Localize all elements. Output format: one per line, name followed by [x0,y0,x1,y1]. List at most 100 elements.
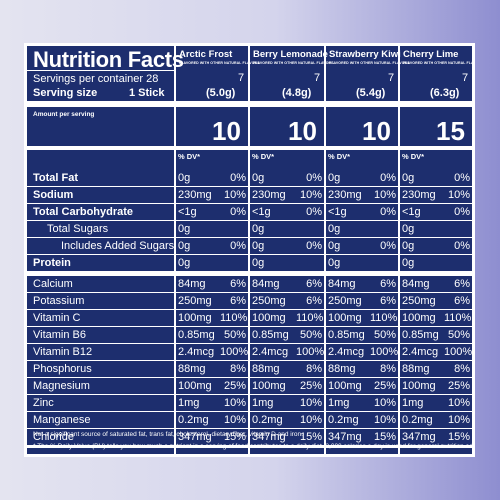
dv-value: 0% [230,240,246,252]
amount-value: 100mg [402,380,436,392]
flavor-name: Arctic Frost [179,49,233,60]
servings-per-container: Servings per container 28 [33,73,159,85]
dv-value: 8% [230,363,246,375]
amount-value: 347mg [178,431,212,443]
dv-value: 110% [444,312,472,324]
dv-header: % DV* [178,152,201,161]
flavor-name: Strawberry Kiwi [329,49,401,60]
title: Nutrition Facts [33,47,184,72]
row-divider [27,237,472,238]
nutrient-label: Protein [33,257,71,269]
amount-value: 0.2mg [328,414,359,426]
dv-header: % DV* [252,152,275,161]
amount-value: 1mg [178,397,200,409]
servings-count: 7 [462,72,469,84]
servings-count: 7 [314,72,321,84]
amount-value: 347mg [402,431,436,443]
amount-value: 0g [328,172,341,184]
amount-value: 0g [252,223,265,235]
nutrient-label: Chloride [33,431,74,443]
dv-value: 0% [454,206,470,218]
amount-value: 0.85mg [252,329,289,341]
serving-size-value: (6.3g) [430,87,460,99]
amount-value: 0.2mg [402,414,433,426]
dv-value: 100% [296,346,325,358]
flavor-name: Berry Lemonade [253,49,328,60]
dv-value: 8% [306,363,322,375]
amount-value: 0g [328,223,341,235]
dv-value: 10% [223,414,246,426]
column-divider [398,46,400,454]
amount-value: 347mg [252,431,286,443]
amount-value: 0g [402,257,415,269]
dv-value: 15% [223,431,246,443]
amount-value: 0g [178,172,191,184]
column-divider [174,46,176,454]
amount-value: 100mg [252,380,286,392]
flavor-subtitle: FLAVORED WITH OTHER NATURAL FLAVORS [253,61,334,65]
dv-value: 8% [454,363,470,375]
dv-value: 15% [299,431,322,443]
dv-value: 0% [454,240,470,252]
dv-value: 0% [306,240,322,252]
rule-thick-serving [27,101,472,107]
amount-value: 230mg [328,189,362,201]
nutrient-label: Calcium [33,278,73,290]
rule-thick-vitamins [27,271,472,276]
dv-value: 10% [223,189,246,201]
amount-value: 100mg [328,312,362,324]
amount-value: 2.4mcg [252,346,289,358]
nutrient-label: Total Sugars [47,223,109,235]
dv-header: % DV* [402,152,425,161]
dv-value: 25% [299,380,322,392]
nutrient-label: Manganese [33,414,91,426]
amount-value: 2.4mcg [178,346,215,358]
nutrient-label: Total Carbohydrate [33,206,134,218]
dv-value: 10% [373,397,396,409]
amount-value: 0g [402,223,415,235]
amount-value: 0.85mg [402,329,439,341]
rule-thick-calories [27,146,472,150]
amount-value: <1g [328,206,347,218]
flavor-subtitle: FLAVORED WITH OTHER NATURAL FLAVORS [329,61,410,65]
dv-value: 15% [373,431,396,443]
serving-size-value: (4.8g) [282,87,312,99]
amount-value: 250mg [402,295,436,307]
dv-value: 25% [447,380,470,392]
amount-value: 84mg [402,278,430,290]
dv-value: 50% [223,329,246,341]
amount-value: 0g [252,240,265,252]
dv-value: 50% [299,329,322,341]
dv-value: 6% [230,278,246,290]
amount-value: 2.4mcg [402,346,439,358]
amount-value: 250mg [252,295,286,307]
calories-value: 10 [362,116,391,146]
amount-value: 0g [328,257,341,269]
footnote-2: * The % Daily Value (DV) tells you how m… [33,443,475,450]
amount-value: 0g [402,240,415,252]
amount-value: 1mg [328,397,350,409]
amount-value: <1g [252,206,271,218]
serving-size-value: (5.0g) [206,87,236,99]
amount-value: 230mg [178,189,212,201]
row-divider [27,292,472,293]
column-divider [248,46,250,454]
dv-value: 6% [306,295,322,307]
serving-size-amount: 1 Stick [129,87,165,99]
nutrition-facts-panel: Nutrition Facts Arctic Frost FLAVORED WITH… [24,43,475,457]
amount-value: 0g [178,240,191,252]
amount-value: 84mg [252,278,280,290]
dv-value: 6% [306,278,322,290]
nutrient-label: Vitamin B12 [33,346,93,358]
amount-value: 100mg [252,312,286,324]
row-divider [27,411,472,412]
amount-value: 0g [178,257,191,269]
dv-value: 110% [370,312,398,324]
amount-value: 1mg [402,397,424,409]
dv-value: 6% [454,278,470,290]
dv-value: 6% [230,295,246,307]
servings-count: 7 [388,72,395,84]
amount-value: <1g [402,206,421,218]
dv-value: 100% [444,346,473,358]
nutrient-label: Vitamin C [33,312,81,324]
